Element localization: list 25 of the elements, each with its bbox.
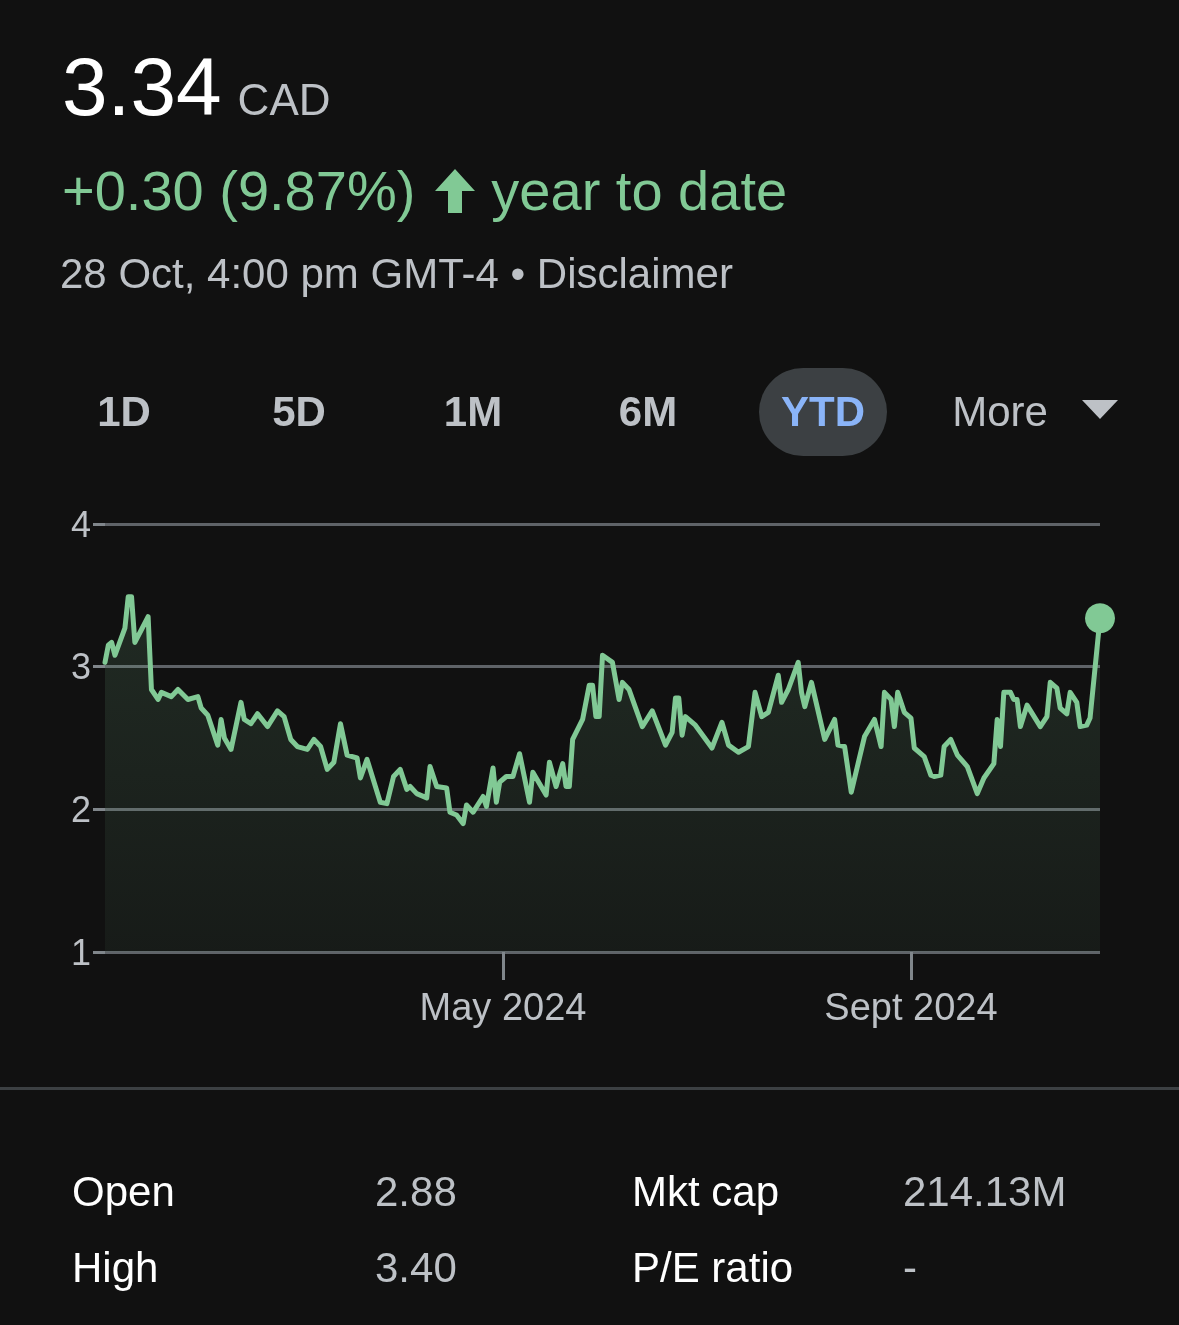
text: - <box>903 1244 917 1292</box>
x-tick-label: May 2024 <box>419 986 587 1028</box>
y-tick-label: 3 <box>70 646 91 688</box>
chart-subtitle: +0.30 (9.87%) <box>62 158 416 223</box>
x-tick-label: Sept 2024 <box>824 986 998 1028</box>
text: 6M <box>617 387 679 437</box>
text: P/E ratio <box>632 1244 794 1292</box>
text: 28 Oct, 4:00 pm GMT-4 • Disclaimer <box>60 250 733 298</box>
text: 5D <box>271 387 327 437</box>
text: More <box>951 387 1049 437</box>
text: 1D <box>96 387 152 437</box>
chart-title: 3.34 <box>62 41 222 132</box>
text: 1M <box>442 387 504 437</box>
text: 214.13M <box>903 1168 1067 1216</box>
text: 3.40 <box>375 1244 457 1292</box>
text: year to date <box>491 158 788 223</box>
y-tick-label: 2 <box>70 788 91 830</box>
y-tick-label: 4 <box>70 503 91 545</box>
text: 2.88 <box>375 1168 457 1216</box>
text: Open <box>72 1168 175 1216</box>
text: CAD <box>237 75 331 124</box>
y-tick-label: 1 <box>70 931 91 973</box>
text: YTD <box>759 368 887 456</box>
text: Mkt cap <box>632 1168 780 1216</box>
text: High <box>72 1244 159 1292</box>
